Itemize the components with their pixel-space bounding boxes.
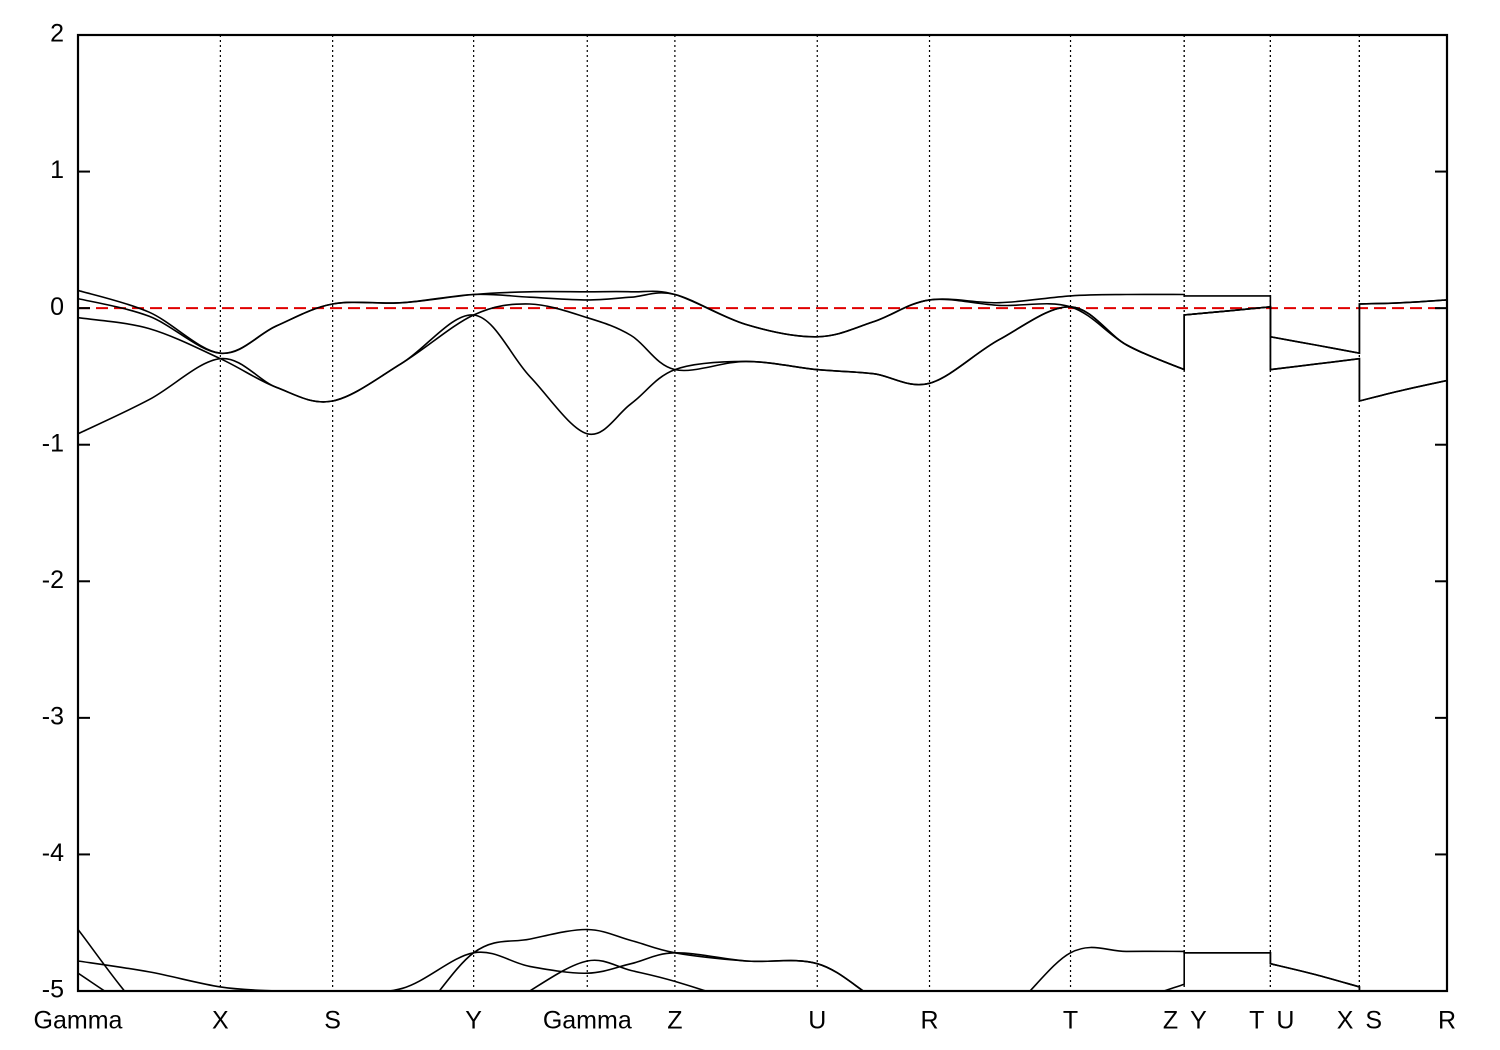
y-tick-label: 2 xyxy=(50,20,64,48)
x-tick-label: Z xyxy=(667,1007,682,1035)
y-tick-label: 1 xyxy=(50,156,64,184)
plot-area xyxy=(78,35,1447,991)
x-tick-label: T xyxy=(1249,1007,1264,1035)
x-tick-label: Z xyxy=(1163,1007,1178,1035)
y-tick-label: -4 xyxy=(42,839,64,867)
x-tick-label: T xyxy=(1063,1007,1078,1035)
x-tick-label: R xyxy=(1438,1007,1456,1035)
x-tick-label: U xyxy=(1276,1007,1294,1035)
band-line xyxy=(78,289,1447,355)
band-line xyxy=(78,303,1447,403)
band-line xyxy=(78,292,1447,371)
x-tick-label: Y xyxy=(1190,1007,1207,1035)
x-tick-label: Y xyxy=(465,1007,482,1035)
x-tick-label: X xyxy=(1337,1007,1354,1035)
y-tick-label: 0 xyxy=(50,293,64,321)
plot-frame xyxy=(76,33,1449,993)
band-line xyxy=(78,928,1361,991)
y-tick-label: -3 xyxy=(42,702,64,730)
x-tick-label: X xyxy=(212,1007,229,1035)
y-tick-label: -2 xyxy=(42,566,64,594)
x-tick-label: S xyxy=(1365,1007,1382,1035)
x-tick-label: R xyxy=(920,1007,938,1035)
band-line xyxy=(78,305,1447,436)
band-line xyxy=(78,951,1361,991)
y-tick-label: -1 xyxy=(42,429,64,457)
x-tick-label: S xyxy=(324,1007,341,1035)
x-tick-label: Gamma xyxy=(543,1007,632,1035)
x-tick-label: U xyxy=(808,1007,826,1035)
x-tick-label: Gamma xyxy=(34,1007,123,1035)
y-tick-label: -5 xyxy=(42,976,64,1004)
band-line xyxy=(78,959,709,991)
